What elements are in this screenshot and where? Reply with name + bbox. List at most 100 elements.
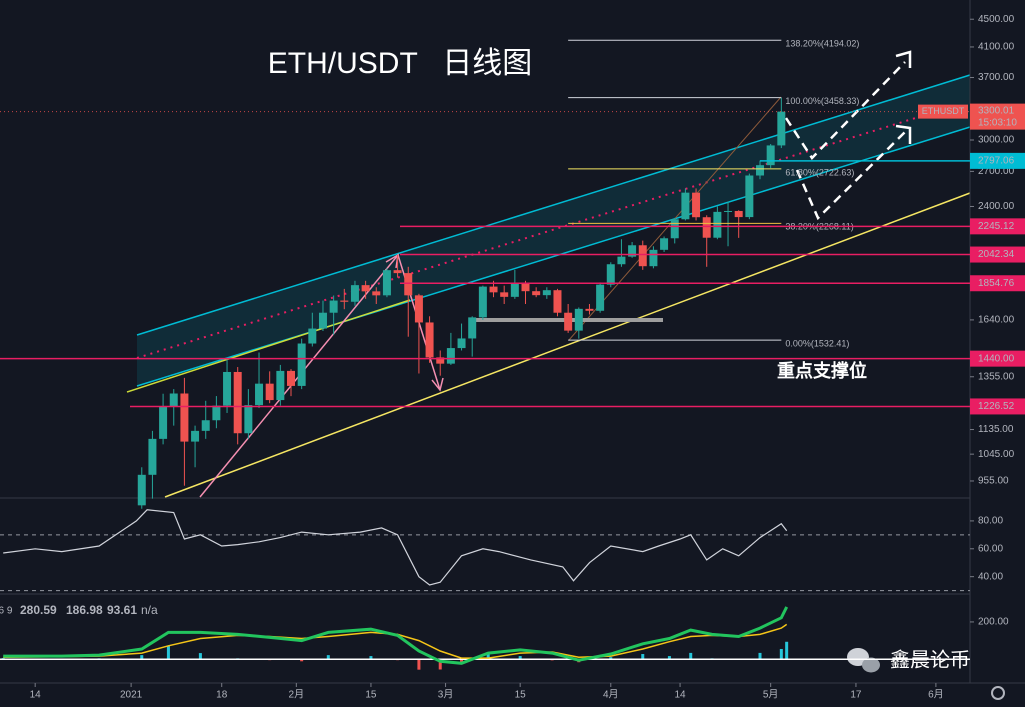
fib-label: 100.00%(3458.33) xyxy=(785,96,859,106)
x-tick-label: 5月 xyxy=(763,689,779,701)
x-tick-label: 2月 xyxy=(289,689,305,701)
candle-body xyxy=(372,291,381,296)
price-label: 2245.12 xyxy=(978,221,1015,232)
candle-body xyxy=(553,290,562,313)
candle-body xyxy=(148,438,157,475)
chart-title: ETH/USDT 日线图 xyxy=(268,47,532,80)
y-tick-label: 40.00 xyxy=(978,571,1003,582)
candle-body xyxy=(468,317,477,339)
candle-body xyxy=(276,370,285,401)
countdown-label: 15:03:10 xyxy=(978,117,1017,128)
candle-body xyxy=(745,175,754,218)
candle-body xyxy=(180,393,189,442)
price-label-bg xyxy=(970,103,1025,130)
y-tick-label: 4100.00 xyxy=(978,42,1015,53)
candle-body xyxy=(734,210,743,218)
candle-body xyxy=(628,245,637,257)
price-label: 1854.76 xyxy=(978,278,1015,289)
channel-top xyxy=(136,74,971,336)
x-tick-label: 17 xyxy=(850,690,862,701)
projection-arrow xyxy=(795,131,906,221)
candle-body xyxy=(766,145,775,166)
candle-body xyxy=(500,292,509,297)
histogram-bar xyxy=(300,659,304,662)
y-tick-label: 3700.00 xyxy=(978,72,1015,83)
candle-body xyxy=(574,308,583,331)
candle-body xyxy=(137,474,146,506)
histogram-bar xyxy=(667,656,671,660)
arrow-head xyxy=(895,50,912,68)
histogram-bar xyxy=(518,656,522,660)
signal-line xyxy=(3,623,788,659)
candle-body xyxy=(681,192,690,220)
candle-body xyxy=(159,406,168,439)
histogram-bar xyxy=(785,641,789,660)
price-label: 2797.06 xyxy=(978,156,1015,167)
histogram-bar xyxy=(166,645,170,660)
macd-legend-value: 93.61 xyxy=(107,603,137,617)
x-tick-label: 3月 xyxy=(438,689,454,701)
fib-label: 0.00%(1532.41) xyxy=(785,338,849,348)
candle-body xyxy=(585,308,594,311)
histogram-bar xyxy=(486,654,490,660)
rsi-line xyxy=(3,509,788,586)
candle-body xyxy=(457,338,466,349)
histogram-bar xyxy=(140,655,144,660)
candle-body xyxy=(255,383,264,406)
candle-body xyxy=(223,371,232,406)
histogram-bar xyxy=(417,659,421,670)
annotation: 重点支撑位 xyxy=(777,360,867,381)
candle-body xyxy=(287,370,295,386)
price-label-bg xyxy=(970,218,1025,235)
last-price-label: 3300.01 xyxy=(978,105,1015,116)
settings-icon[interactable] xyxy=(991,686,1005,700)
candle-body xyxy=(756,165,765,176)
x-tick-label: 6月 xyxy=(928,689,944,701)
candle-body xyxy=(404,273,413,296)
x-tick-label: 4月 xyxy=(603,689,619,701)
y-tick-label: 1045.00 xyxy=(978,449,1015,460)
candle-body xyxy=(777,111,786,146)
candle-body xyxy=(297,343,306,386)
price-label-bg xyxy=(970,246,1025,263)
y-tick-label: 4500.00 xyxy=(978,14,1015,25)
y-tick-label: 3000.00 xyxy=(978,135,1015,146)
candle-body xyxy=(649,249,658,267)
y-tick-label: 80.00 xyxy=(978,516,1003,527)
histogram-bar xyxy=(326,655,330,660)
y-tick-label: 1355.00 xyxy=(978,371,1015,382)
y-tick-label: 2700.00 xyxy=(978,166,1015,177)
candle-body xyxy=(446,348,455,364)
histogram-bar xyxy=(369,656,373,660)
histogram-bar xyxy=(779,648,783,660)
candle-body xyxy=(329,300,338,313)
candle-body xyxy=(350,285,359,302)
candle-body xyxy=(425,322,434,358)
price-label: 1440.00 xyxy=(978,353,1015,364)
fib-label: 138.20%(4194.02) xyxy=(785,39,859,49)
price-label-bg xyxy=(970,275,1025,292)
candle-body xyxy=(617,256,626,265)
macd-legend-value: 280.59 xyxy=(20,603,57,617)
candle-body xyxy=(606,264,615,285)
macd-line xyxy=(3,606,789,665)
x-tick-label: 15 xyxy=(515,690,527,701)
candle-body xyxy=(191,430,200,442)
histogram-bar xyxy=(609,657,613,660)
arrow-head xyxy=(895,124,912,144)
candle-body xyxy=(382,270,391,296)
x-tick-label: 18 xyxy=(216,690,228,701)
candle-body xyxy=(532,291,541,296)
y-tick-label: 955.00 xyxy=(978,476,1009,487)
y-tick-label: 200.00 xyxy=(978,617,1009,628)
candle-body xyxy=(713,211,722,238)
candle-body xyxy=(660,238,669,250)
candle-body xyxy=(692,192,701,218)
projection-arrow xyxy=(784,61,906,160)
trend-line xyxy=(126,299,411,393)
candle-body xyxy=(489,286,498,293)
candle-body xyxy=(201,420,210,431)
candle-body xyxy=(318,312,327,329)
macd-legend-value: 186.98 xyxy=(66,603,103,617)
